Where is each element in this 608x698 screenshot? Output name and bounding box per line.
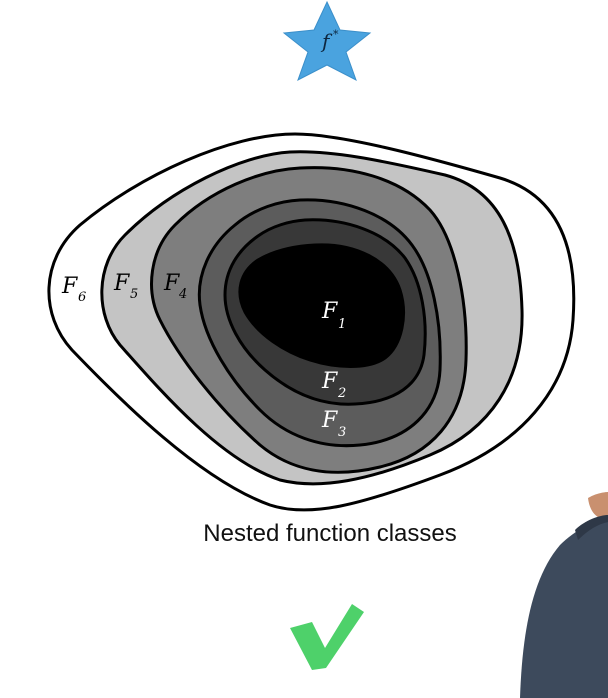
label-f1: F 1 — [321, 299, 346, 332]
label-f4: F 4 — [163, 271, 187, 302]
presenter-video-overlay — [520, 492, 608, 698]
label-f3-index: 3 — [338, 425, 346, 440]
label-f6: F 6 — [61, 274, 86, 305]
label-f3-letter: F — [321, 408, 338, 433]
label-f1-index: 1 — [338, 317, 346, 332]
label-f3: F 3 — [321, 408, 346, 440]
label-f4-letter: F — [163, 271, 180, 296]
region-f1 — [238, 243, 405, 368]
star-shape — [282, 0, 372, 82]
label-f2: F 2 — [321, 369, 346, 401]
label-f1-letter: F — [321, 299, 338, 324]
label-f4-index: 4 — [178, 287, 187, 302]
label-f6-index: 6 — [78, 290, 86, 305]
label-f2-letter: F — [321, 369, 338, 394]
target-superscript: * — [333, 28, 339, 41]
label-f6-letter: F — [61, 274, 78, 299]
label-f5-letter: F — [113, 271, 130, 296]
checkmark-icon — [290, 604, 364, 670]
label-f2-index: 2 — [337, 386, 346, 401]
diagram-caption: Nested function classes — [203, 520, 457, 547]
presenter-shirt — [520, 518, 608, 698]
nested-regions — [47, 132, 576, 512]
label-f5: F 5 — [113, 271, 138, 302]
presenter-skin — [588, 492, 608, 520]
region-labels: F 1 F 2 F 3 F 4 F 5 F 6 — [61, 271, 346, 440]
presenter-collar — [575, 515, 608, 540]
target-function-star-icon: f * — [282, 0, 372, 82]
label-f5-index: 5 — [130, 287, 138, 302]
